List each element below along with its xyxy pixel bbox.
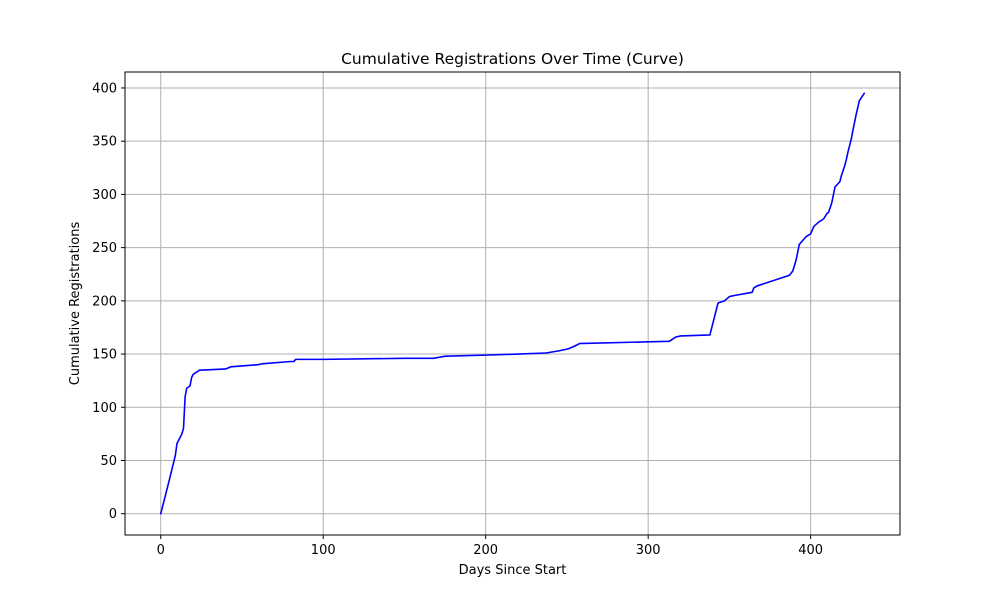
y-tick-label: 250: [92, 241, 117, 256]
y-axis-title: Cumulative Registrations: [68, 222, 83, 386]
y-tick-label: 300: [92, 188, 117, 203]
x-tick-label: 400: [798, 543, 823, 558]
x-tick-label: 300: [636, 543, 661, 558]
y-tick-label: 100: [92, 401, 117, 416]
y-tick-label: 200: [92, 294, 117, 309]
x-tick-label: 0: [157, 543, 165, 558]
plot-area-background: [125, 72, 900, 535]
x-tick-label: 100: [311, 543, 336, 558]
series-line: [159, 92, 866, 515]
y-tick-label: 400: [92, 81, 117, 96]
x-axis-title: Days Since Start: [459, 563, 567, 578]
grid: [125, 72, 900, 535]
x-tick-label: 200: [473, 543, 498, 558]
series-layer: [159, 92, 866, 515]
y-tick-label: 350: [92, 135, 117, 150]
y-tick-label: 50: [100, 454, 117, 469]
y-tick-label: 150: [92, 348, 117, 363]
y-tick-label: 0: [109, 507, 117, 522]
plot-frame: [124, 71, 901, 536]
chart-title: Cumulative Registrations Over Time (Curv…: [341, 50, 684, 68]
ticks: 0 100 200 300 400 0 50 100 150 200 250 300 350 400: [92, 81, 823, 558]
